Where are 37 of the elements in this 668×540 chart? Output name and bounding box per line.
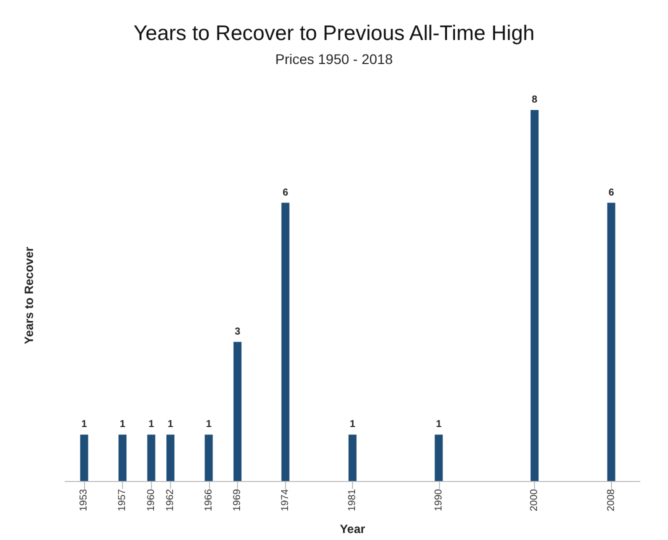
data-label: 1 [350,419,356,430]
bar [80,434,88,481]
bar [234,342,242,481]
data-label: 1 [81,419,88,430]
bar [281,202,290,481]
x-tick-label: 1981 [347,488,358,512]
x-tick-label: 2008 [606,488,617,512]
bar [147,434,156,481]
chart-subtitle: Prices 1950 - 2018 [275,51,393,67]
x-tick-label: 1990 [433,488,444,512]
bar [348,434,356,481]
bar [118,434,126,481]
data-label: 6 [282,187,289,198]
data-label: 1 [436,419,442,430]
data-label: 1 [148,419,154,430]
data-label: 6 [608,187,614,198]
data-label: 1 [168,419,174,430]
data-label: 1 [206,419,212,430]
x-tick-label: 1957 [117,488,128,512]
x-tick-label: 1974 [280,488,291,512]
data-label: 1 [120,419,126,430]
x-tick-label: 1960 [146,488,157,512]
bar [166,434,174,481]
bar [530,110,539,481]
x-axis-title: Year [340,522,366,536]
x-tick-label: 1966 [203,488,214,512]
x-tick-label: 1969 [232,488,243,512]
chart-title: Years to Recover to Previous All-Time High [133,22,535,45]
y-axis-title: Years to Recover [22,246,36,344]
x-tick-label: 1953 [78,488,90,512]
x-tick-label: 1962 [164,488,176,512]
data-label: 3 [234,326,241,338]
bar [434,434,443,481]
bar [204,434,213,481]
bar [607,202,616,481]
data-label: 8 [532,94,538,106]
x-tick-label: 2000 [529,488,540,512]
